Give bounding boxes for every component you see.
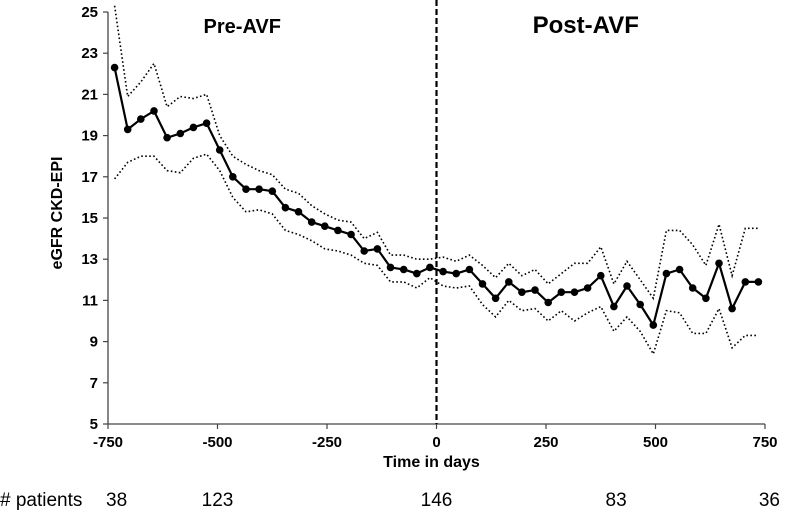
mean-point — [229, 173, 237, 181]
mean-point — [557, 288, 566, 297]
mean-point — [215, 146, 224, 154]
y-tick-label: 21 — [81, 86, 98, 103]
x-tick-label: -750 — [93, 434, 123, 451]
y-tick-label: 17 — [81, 169, 98, 186]
pre-avf-label: Pre-AVF — [204, 16, 281, 38]
patient-count: 123 — [202, 490, 234, 511]
mean-point — [413, 269, 421, 278]
patient-count: 83 — [606, 490, 627, 511]
mean-point — [505, 278, 513, 286]
mean-point — [347, 230, 355, 239]
y-tick-label: 7 — [90, 375, 98, 392]
lower-bound-line — [113, 153, 759, 357]
x-tick-label: -500 — [202, 434, 232, 451]
mean-point — [452, 269, 461, 278]
mean-point — [399, 265, 408, 274]
y-tick-label: 15 — [81, 210, 98, 227]
mean-point — [163, 133, 171, 142]
mean-point — [741, 278, 750, 286]
y-axis-title: eGFR CKD-EPI — [49, 157, 66, 270]
mean-point — [688, 284, 697, 292]
x-tick-label: 750 — [752, 434, 777, 451]
mean-point — [531, 286, 539, 294]
mean-point — [334, 226, 342, 235]
mean-point — [281, 203, 290, 212]
x-tick-label: 500 — [643, 434, 668, 451]
mean-point — [426, 263, 434, 272]
patients-label: # patients — [0, 490, 82, 511]
y-tick-label: 9 — [90, 334, 98, 351]
mean-point — [321, 222, 329, 230]
mean-point — [294, 208, 303, 216]
mean-point — [255, 185, 263, 193]
series-layer — [113, 5, 759, 357]
mean-point — [110, 63, 119, 72]
y-tick-label: 25 — [81, 4, 98, 21]
mean-point — [662, 269, 671, 278]
mean-point — [728, 304, 736, 313]
mean-point — [439, 267, 447, 276]
mean-point — [123, 125, 132, 134]
mean-point — [649, 321, 658, 329]
mean-point — [478, 280, 487, 288]
mean-point — [386, 263, 395, 272]
mean-point — [189, 123, 198, 132]
axes — [103, 0, 766, 429]
mean-point — [242, 185, 250, 193]
mean-point — [360, 247, 369, 255]
mean-point — [702, 294, 710, 303]
mean-line — [113, 67, 759, 328]
patient-count: 36 — [759, 490, 780, 511]
mean-point — [137, 115, 145, 123]
y-tick-label: 23 — [81, 45, 98, 62]
mean-point — [518, 288, 526, 297]
x-tick-label: 250 — [533, 434, 558, 451]
mean-point — [610, 302, 618, 311]
label-layer: 5 7 9 11 13 15 17 19 21 23 25 -750 -500 -250 0 250 500 75… — [0, 4, 780, 511]
mean-point — [307, 218, 316, 226]
mean-point — [715, 259, 723, 268]
x-axis-title: Time in days — [383, 454, 480, 471]
mean-point — [623, 282, 631, 290]
mean-point — [268, 187, 277, 195]
mean-point — [150, 107, 158, 115]
patient-count: 38 — [106, 490, 127, 511]
mean-point — [176, 129, 185, 138]
mean-point — [583, 284, 592, 292]
mean-point — [675, 265, 684, 274]
post-avf-label: Post-AVF — [533, 12, 639, 39]
patient-count: 146 — [421, 490, 453, 511]
marker-layer — [110, 63, 763, 329]
y-tick-label: 5 — [90, 416, 98, 433]
x-tick-label: 0 — [432, 434, 440, 451]
mean-point — [597, 271, 605, 280]
mean-point — [202, 119, 211, 127]
mean-point — [754, 278, 763, 286]
y-tick-label: 13 — [81, 251, 98, 268]
mean-point — [544, 298, 552, 307]
mean-point — [465, 265, 474, 274]
mean-point — [373, 245, 382, 253]
mean-point — [636, 300, 644, 309]
mean-point — [570, 288, 579, 297]
mean-point — [491, 294, 500, 303]
x-tick-label: -250 — [312, 434, 342, 451]
y-tick-label: 19 — [81, 128, 98, 145]
y-tick-label: 11 — [82, 292, 98, 309]
